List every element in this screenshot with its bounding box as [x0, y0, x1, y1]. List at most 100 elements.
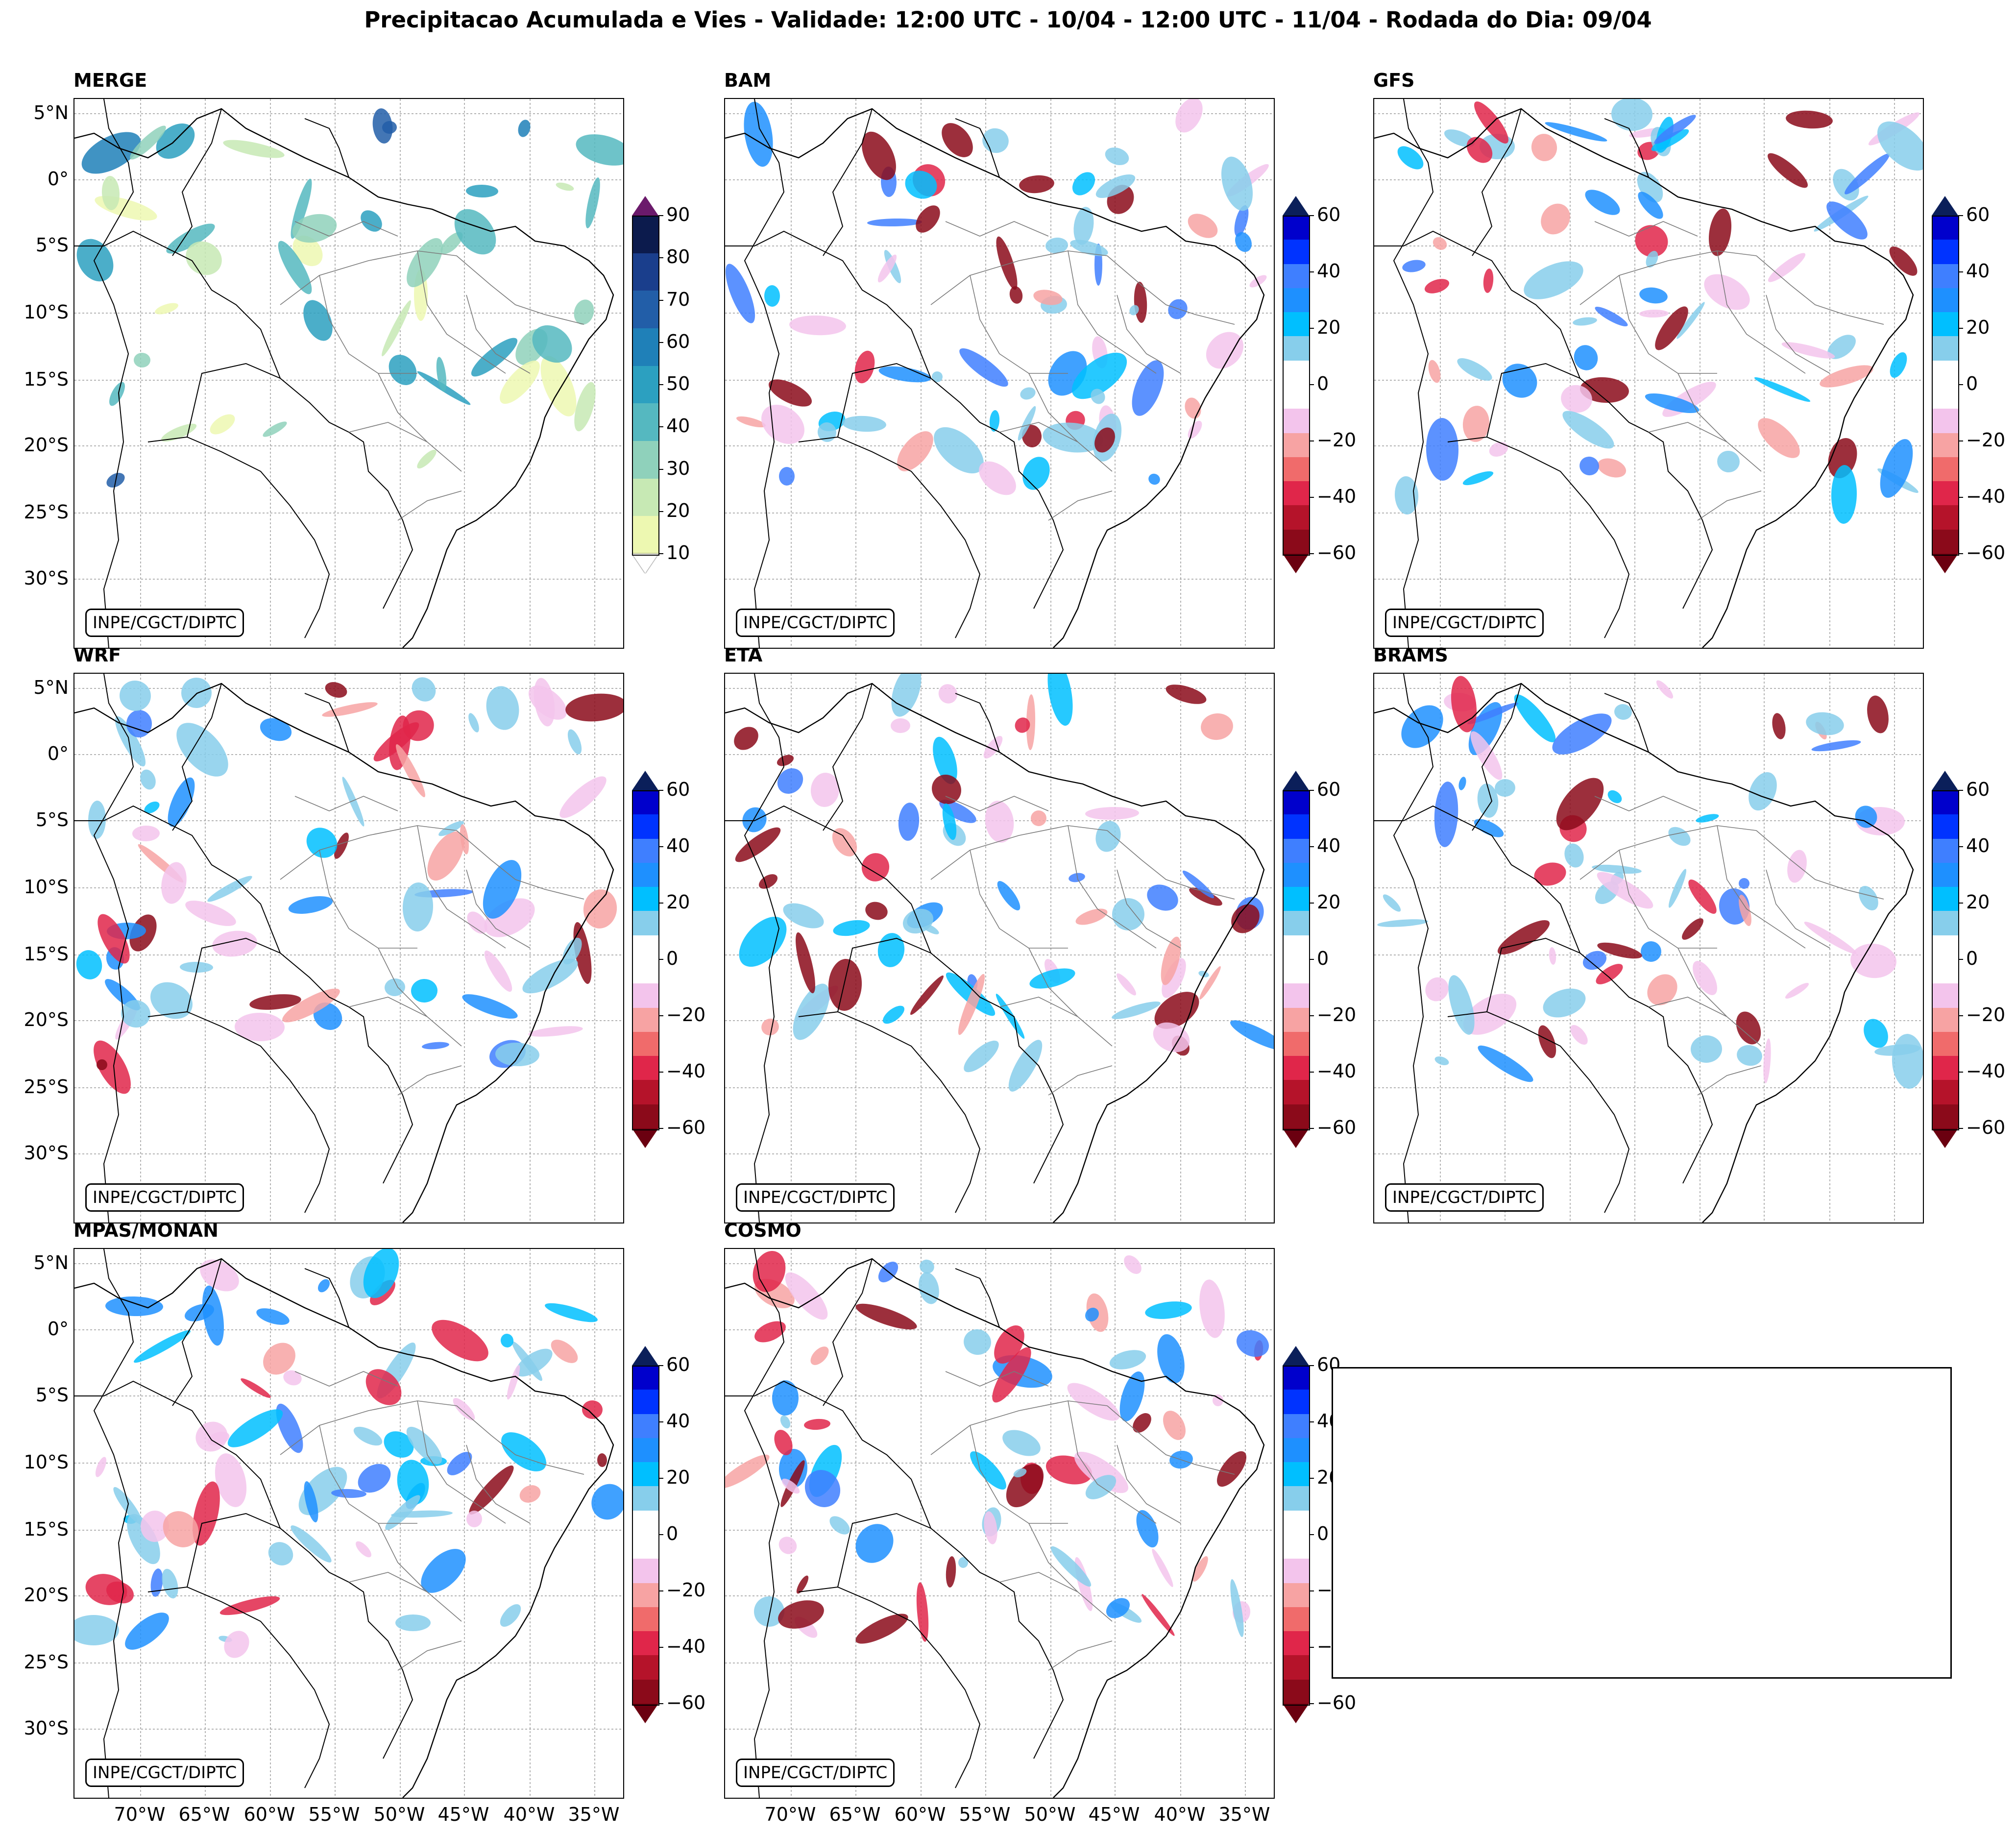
- colorbar-segment: [632, 253, 658, 291]
- colorbar-segment: [1932, 838, 1958, 863]
- colorbar-segment: [632, 1414, 658, 1439]
- colorbar-segment: [1283, 360, 1309, 385]
- colorbar-tick: [658, 846, 663, 847]
- colorbar-segment: [632, 478, 658, 516]
- colorbar-segment: [632, 1486, 658, 1511]
- credit-label: INPE/CGCT/DIPTC: [1385, 609, 1544, 637]
- colorbar-label: 40: [1966, 835, 1990, 856]
- colorbar-tick: [1958, 440, 1963, 441]
- colorbar-segment: [632, 1031, 658, 1056]
- colorbar-tick: [658, 553, 663, 554]
- colorbar-tick: [1958, 959, 1963, 960]
- lat-label: 20°S: [24, 1584, 69, 1606]
- colorbar-segment: [632, 814, 658, 839]
- precip-colorbar: 90 80 70 60 50 40 30 20 10: [632, 196, 701, 573]
- colorbar-segment: [1932, 505, 1958, 530]
- colorbar-tick: [1958, 328, 1963, 329]
- colorbar-segment: [1932, 264, 1958, 289]
- colorbar-tick: [658, 790, 663, 791]
- colorbar-tick: [658, 1015, 663, 1016]
- lon-label: 50°W: [373, 1804, 425, 1825]
- colorbar-segment: [632, 911, 658, 936]
- colorbar-tick: [658, 1647, 663, 1648]
- colorbar-frame: [632, 216, 659, 556]
- colorbar-segment: [1283, 1366, 1309, 1390]
- colorbar-label: −20: [1966, 429, 2006, 451]
- colorbar-label: −60: [1317, 542, 1357, 563]
- colorbar-segment: [1283, 887, 1309, 911]
- lon-label: 65°W: [178, 1804, 230, 1825]
- colorbar-tick: [658, 1421, 663, 1422]
- colorbar-segment: [632, 1655, 658, 1680]
- precip-field: [734, 674, 1274, 1092]
- colorbar-label: 0: [1966, 948, 1978, 969]
- lat-label: 0°: [47, 1318, 69, 1340]
- colorbar-label: −60: [1966, 1117, 2006, 1138]
- lat-label: 5°S: [35, 809, 69, 831]
- colorbar-label: 60: [1317, 204, 1341, 225]
- colorbar-label: −40: [1966, 486, 2006, 507]
- colorbar-extend-bottom: [1932, 554, 1958, 573]
- colorbar-tick: [658, 1534, 663, 1535]
- colorbar-label: 10: [666, 542, 690, 563]
- colorbar-label: 90: [666, 204, 690, 225]
- colorbar-label: 30: [666, 457, 690, 479]
- colorbar-tick: [1309, 328, 1314, 329]
- lat-label: 20°S: [24, 1009, 69, 1030]
- colorbar-segment: [1932, 240, 1958, 265]
- colorbar-segment: [632, 1366, 658, 1390]
- lat-label: 25°S: [24, 501, 69, 523]
- lat-label: 10°S: [24, 301, 69, 323]
- colorbar-extend-top: [1283, 771, 1309, 790]
- colorbar-segment: [632, 1390, 658, 1415]
- colorbar-segment: [1283, 1414, 1309, 1439]
- colorbar-segment: [1283, 1607, 1309, 1632]
- colorbar-segment: [1283, 790, 1309, 815]
- bias-colorbar: 60 40 20 0 −20 −40 −60: [1283, 771, 1356, 1148]
- panel-title: ETA: [724, 644, 763, 666]
- colorbar-tick: [1309, 1421, 1314, 1422]
- colorbar-tick: [1958, 846, 1963, 847]
- lat-label: 5°S: [35, 234, 69, 256]
- colorbar-extend-top: [1932, 196, 1958, 216]
- colorbar-extend-bottom: [632, 554, 658, 573]
- colorbar-segment: [1283, 862, 1309, 887]
- colorbar-segment: [1932, 481, 1958, 506]
- lon-label: 40°W: [503, 1804, 555, 1825]
- colorbar-tick: [658, 342, 663, 343]
- colorbar-segment: [632, 1007, 658, 1032]
- colorbar-label: −40: [666, 1636, 706, 1657]
- lat-label: 10°S: [24, 1451, 69, 1473]
- map-area: INPE/CGCT/DIPTC: [73, 673, 624, 1223]
- lat-label: 20°S: [24, 434, 69, 456]
- lon-label: 70°W: [114, 1804, 166, 1825]
- colorbar-segment: [1283, 1583, 1309, 1608]
- colorbar-segment: [632, 1583, 658, 1608]
- panel-title: BAM: [724, 70, 772, 91]
- colorbar-tick: [658, 1478, 663, 1479]
- colorbar-extend-top: [1932, 771, 1958, 790]
- lon-label: 60°W: [894, 1804, 946, 1825]
- colorbar-label: −20: [666, 1004, 706, 1026]
- colorbar-extend-bottom: [632, 1704, 658, 1723]
- colorbar-tick: [658, 384, 663, 385]
- colorbar-frame: [1932, 790, 1959, 1130]
- colorbar-segment: [632, 862, 658, 887]
- colorbar-segment: [632, 1462, 658, 1487]
- colorbar-segment: [1283, 409, 1309, 434]
- colorbar-segment: [1283, 481, 1309, 506]
- colorbar-frame: [1932, 216, 1959, 556]
- colorbar-segment: [1283, 911, 1309, 936]
- colorbar-label: 60: [1317, 779, 1341, 800]
- colorbar-tick: [1958, 553, 1963, 554]
- colorbar-label: 20: [1317, 891, 1341, 913]
- colorbar-label: 20: [1317, 317, 1341, 338]
- colorbar-label: −60: [1317, 1117, 1357, 1138]
- colorbar-tick: [1309, 215, 1314, 216]
- colorbar-frame: [1283, 790, 1310, 1130]
- colorbar-label: 80: [666, 246, 690, 268]
- lat-label: 5°N: [33, 1252, 69, 1273]
- colorbar-segment: [632, 1438, 658, 1463]
- colorbar-tick: [1309, 1128, 1314, 1129]
- colorbar-segment: [1283, 288, 1309, 313]
